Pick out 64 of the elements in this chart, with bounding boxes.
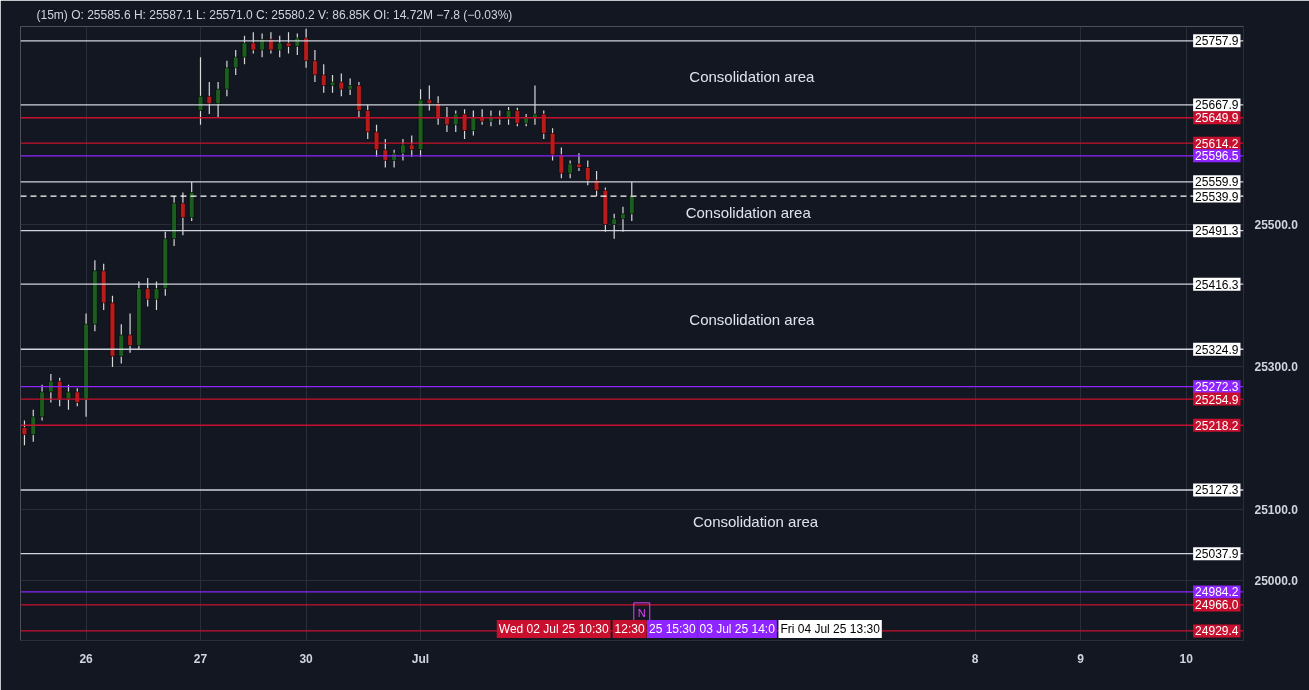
annotation: Wed 02 Jul 25 10:30 [498,622,609,637]
y-tick-label: 25300.0 [1254,360,1299,375]
candlestick [461,108,468,140]
chart-title: (15m) O: 25585.6 H: 25587.1 L: 25571.0 C: 25580.2 V: 86.85K OI: 14.72M −7.8 (−0.03%) [36,7,513,22]
candlestick [30,409,36,443]
annotation: N [637,606,646,619]
candlestick [373,124,380,158]
ref-line-label: 25559.9 [1195,175,1239,190]
ref-line-label: 25416.3 [1195,277,1239,292]
annotation: 12:30 [614,622,645,637]
annotation: 25 15:30 [649,622,697,637]
ref-line-label: 25324.9 [1195,342,1239,357]
candlestick [21,419,28,446]
candlestick [453,109,459,133]
x-tick-label: 26 [79,651,94,666]
y-tick-label: 25000.0 [1254,574,1299,589]
x-tick-label: 8 [971,651,979,666]
candlestick [224,60,230,97]
ref-line-label: 25667.9 [1195,98,1239,113]
candlestick [321,63,327,94]
ref-line-label: 25596.5 [1195,149,1239,164]
ref-line-label: 25254.9 [1195,392,1239,407]
candlestick [400,138,406,162]
ref-line-label: 25649.9 [1195,111,1239,126]
candlestick [391,149,397,169]
ref-line-label: 24966.0 [1195,598,1239,613]
candlestick [470,109,477,137]
ref-line-label: 25127.3 [1195,483,1239,498]
ref-line-label: 25539.9 [1195,189,1239,204]
candlestick [48,373,54,404]
ref-line-label: 25218.2 [1195,418,1239,433]
x-tick-label: Jul [411,651,430,666]
y-tick-label: 25500.0 [1254,218,1299,233]
ref-line-label: 24929.4 [1195,624,1239,639]
ref-line-label: 25757.9 [1195,34,1239,49]
x-tick-label: 10 [1179,651,1194,666]
candlestick [558,146,565,179]
x-tick-label: 27 [193,651,208,666]
candlestick [65,384,72,411]
candlestick [549,127,556,162]
candlestick [232,49,239,76]
annotation: Consolidation area [689,311,816,329]
candlestick [409,134,415,158]
annotation: Consolidation area [689,68,816,86]
candlestick [541,109,547,140]
ref-line-label: 24984.2 [1195,585,1239,600]
candlestick [312,49,318,83]
x-tick-label: 9 [1077,651,1085,666]
x-tick-label: 30 [299,651,314,666]
ref-line-label: 25037.9 [1195,547,1239,562]
candlestick [514,107,521,127]
candlestick [56,377,63,407]
ref-line-label: 25491.3 [1195,224,1239,239]
y-tick-label: 25100.0 [1254,502,1299,517]
candlestick [382,138,389,169]
ref-line-label: 25272.3 [1195,380,1239,395]
annotation: 03 Jul 25 14:0 [699,622,776,637]
annotation: Consolidation area [685,204,812,222]
annotation: Consolidation area [692,512,819,530]
candlestick [347,77,353,96]
candlestick [338,72,345,97]
annotation: Fri 04 Jul 25 13:30 [780,622,881,637]
ref-line-label: 25614.2 [1195,136,1239,151]
candlestick [576,152,582,172]
